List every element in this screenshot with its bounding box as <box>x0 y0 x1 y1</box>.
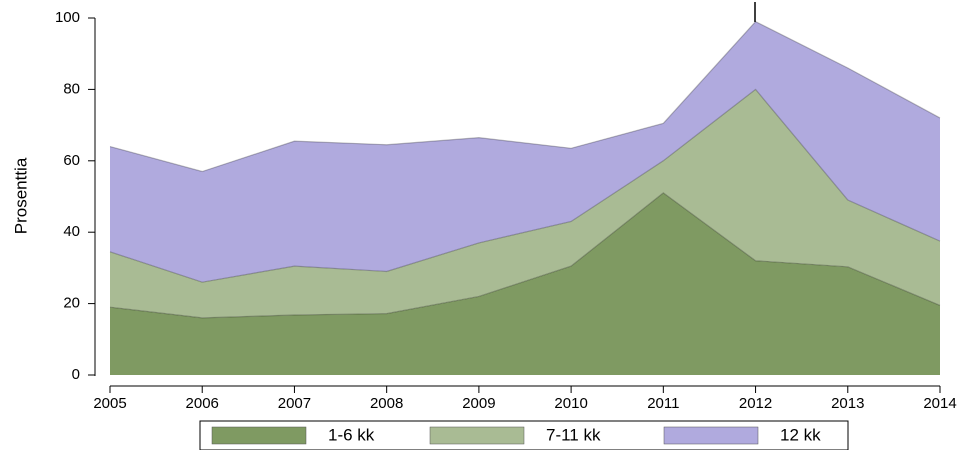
x-tick-label: 2010 <box>554 395 587 412</box>
x-tick-label: 2009 <box>462 395 495 412</box>
x-tick-label: 2007 <box>278 395 311 412</box>
x-tick-label: 2012 <box>739 395 772 412</box>
y-tick-label: 20 <box>63 295 80 312</box>
area-fill <box>110 89 940 318</box>
x-tick-label: 2008 <box>370 395 403 412</box>
x-tick-label: 2006 <box>186 395 219 412</box>
y-tick-label: 0 <box>72 366 80 383</box>
legend-swatch <box>429 426 525 445</box>
legend-label: 1-6 kk <box>328 425 375 444</box>
area-edge <box>109 88 941 283</box>
legend-swatch <box>211 426 307 445</box>
x-tick-label: 2011 <box>647 395 679 412</box>
y-tick-label: 80 <box>63 80 80 97</box>
legend-label: 7-11 kk <box>546 425 601 444</box>
area-edge <box>109 192 941 319</box>
area-fill <box>110 192 940 375</box>
area-edge <box>109 20 941 173</box>
x-tick-label: 2014 <box>923 395 956 412</box>
y-axis-label: Prosenttia <box>11 157 30 234</box>
legend-label: 12 kk <box>780 425 821 444</box>
y-tick-label: 40 <box>63 223 80 240</box>
y-tick-label: 100 <box>55 9 80 26</box>
area-fill <box>110 21 940 283</box>
x-tick-label: 2005 <box>93 395 126 412</box>
legend-swatch <box>663 426 759 445</box>
x-tick-label: 2013 <box>831 395 864 412</box>
y-tick-label: 60 <box>63 152 80 169</box>
